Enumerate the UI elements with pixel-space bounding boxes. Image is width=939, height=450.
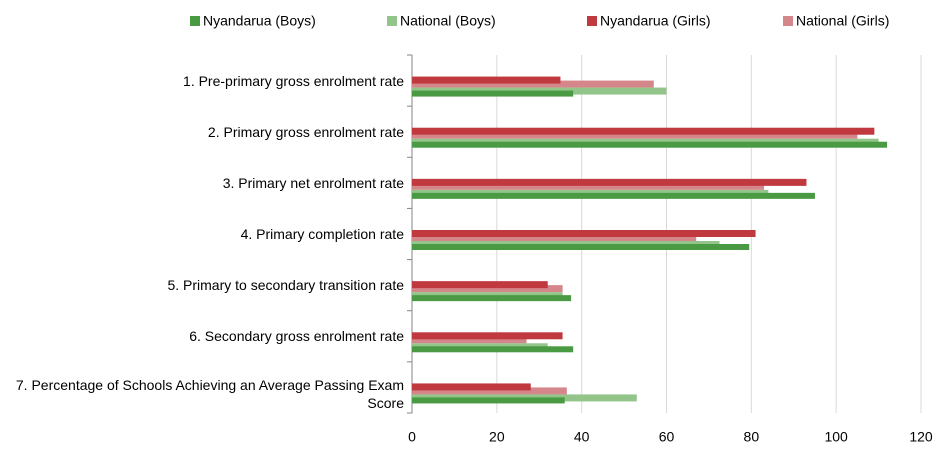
category-label: 2. Primary gross enrolment rate [207, 123, 404, 140]
bar [412, 127, 875, 135]
legend-label: National (Boys) [400, 13, 496, 29]
bar [412, 397, 565, 404]
category-label: 7. Percentage of Schools Achieving an Av… [15, 377, 404, 412]
legend-label: Nyandarua (Boys) [203, 13, 316, 29]
bar [412, 182, 765, 190]
bar [412, 383, 531, 391]
x-tick-label: 20 [489, 429, 505, 445]
bar [412, 141, 888, 148]
category-label: 4. Primary completion rate [240, 226, 404, 242]
category-label: 5. Primary to secondary transition rate [167, 277, 404, 294]
bar [412, 346, 574, 353]
legend-label: Nyandarua (Girls) [600, 13, 710, 29]
bar [412, 80, 654, 88]
category-label: 3. Primary net enrolment rate [222, 174, 404, 191]
bar [412, 178, 807, 186]
x-tick-label: 60 [659, 429, 675, 445]
x-tick-label: 40 [574, 429, 590, 445]
legend-swatch [387, 16, 397, 26]
bar [412, 131, 858, 139]
bar [412, 387, 567, 395]
bar [412, 192, 815, 199]
legend-swatch [783, 16, 793, 26]
bar [412, 332, 563, 340]
bar [412, 244, 750, 250]
bar [412, 295, 572, 302]
bar [412, 281, 548, 289]
category-label: 1. Pre-primary gross enrolment rate [183, 72, 404, 89]
bar [412, 285, 563, 293]
legend-label: National (Girls) [796, 13, 889, 29]
legend-swatch [190, 16, 200, 26]
category-label: 6. Secondary gross enrolment rate [189, 328, 404, 345]
bar [412, 76, 561, 84]
bar [412, 90, 574, 97]
bar [412, 336, 527, 344]
x-tick-label: 0 [408, 429, 416, 445]
x-tick-label: 80 [744, 429, 760, 445]
x-tick-label: 120 [909, 429, 933, 445]
legend-swatch [587, 16, 597, 26]
bar [412, 230, 756, 237]
x-tick-label: 100 [824, 429, 848, 445]
bar [412, 234, 697, 241]
